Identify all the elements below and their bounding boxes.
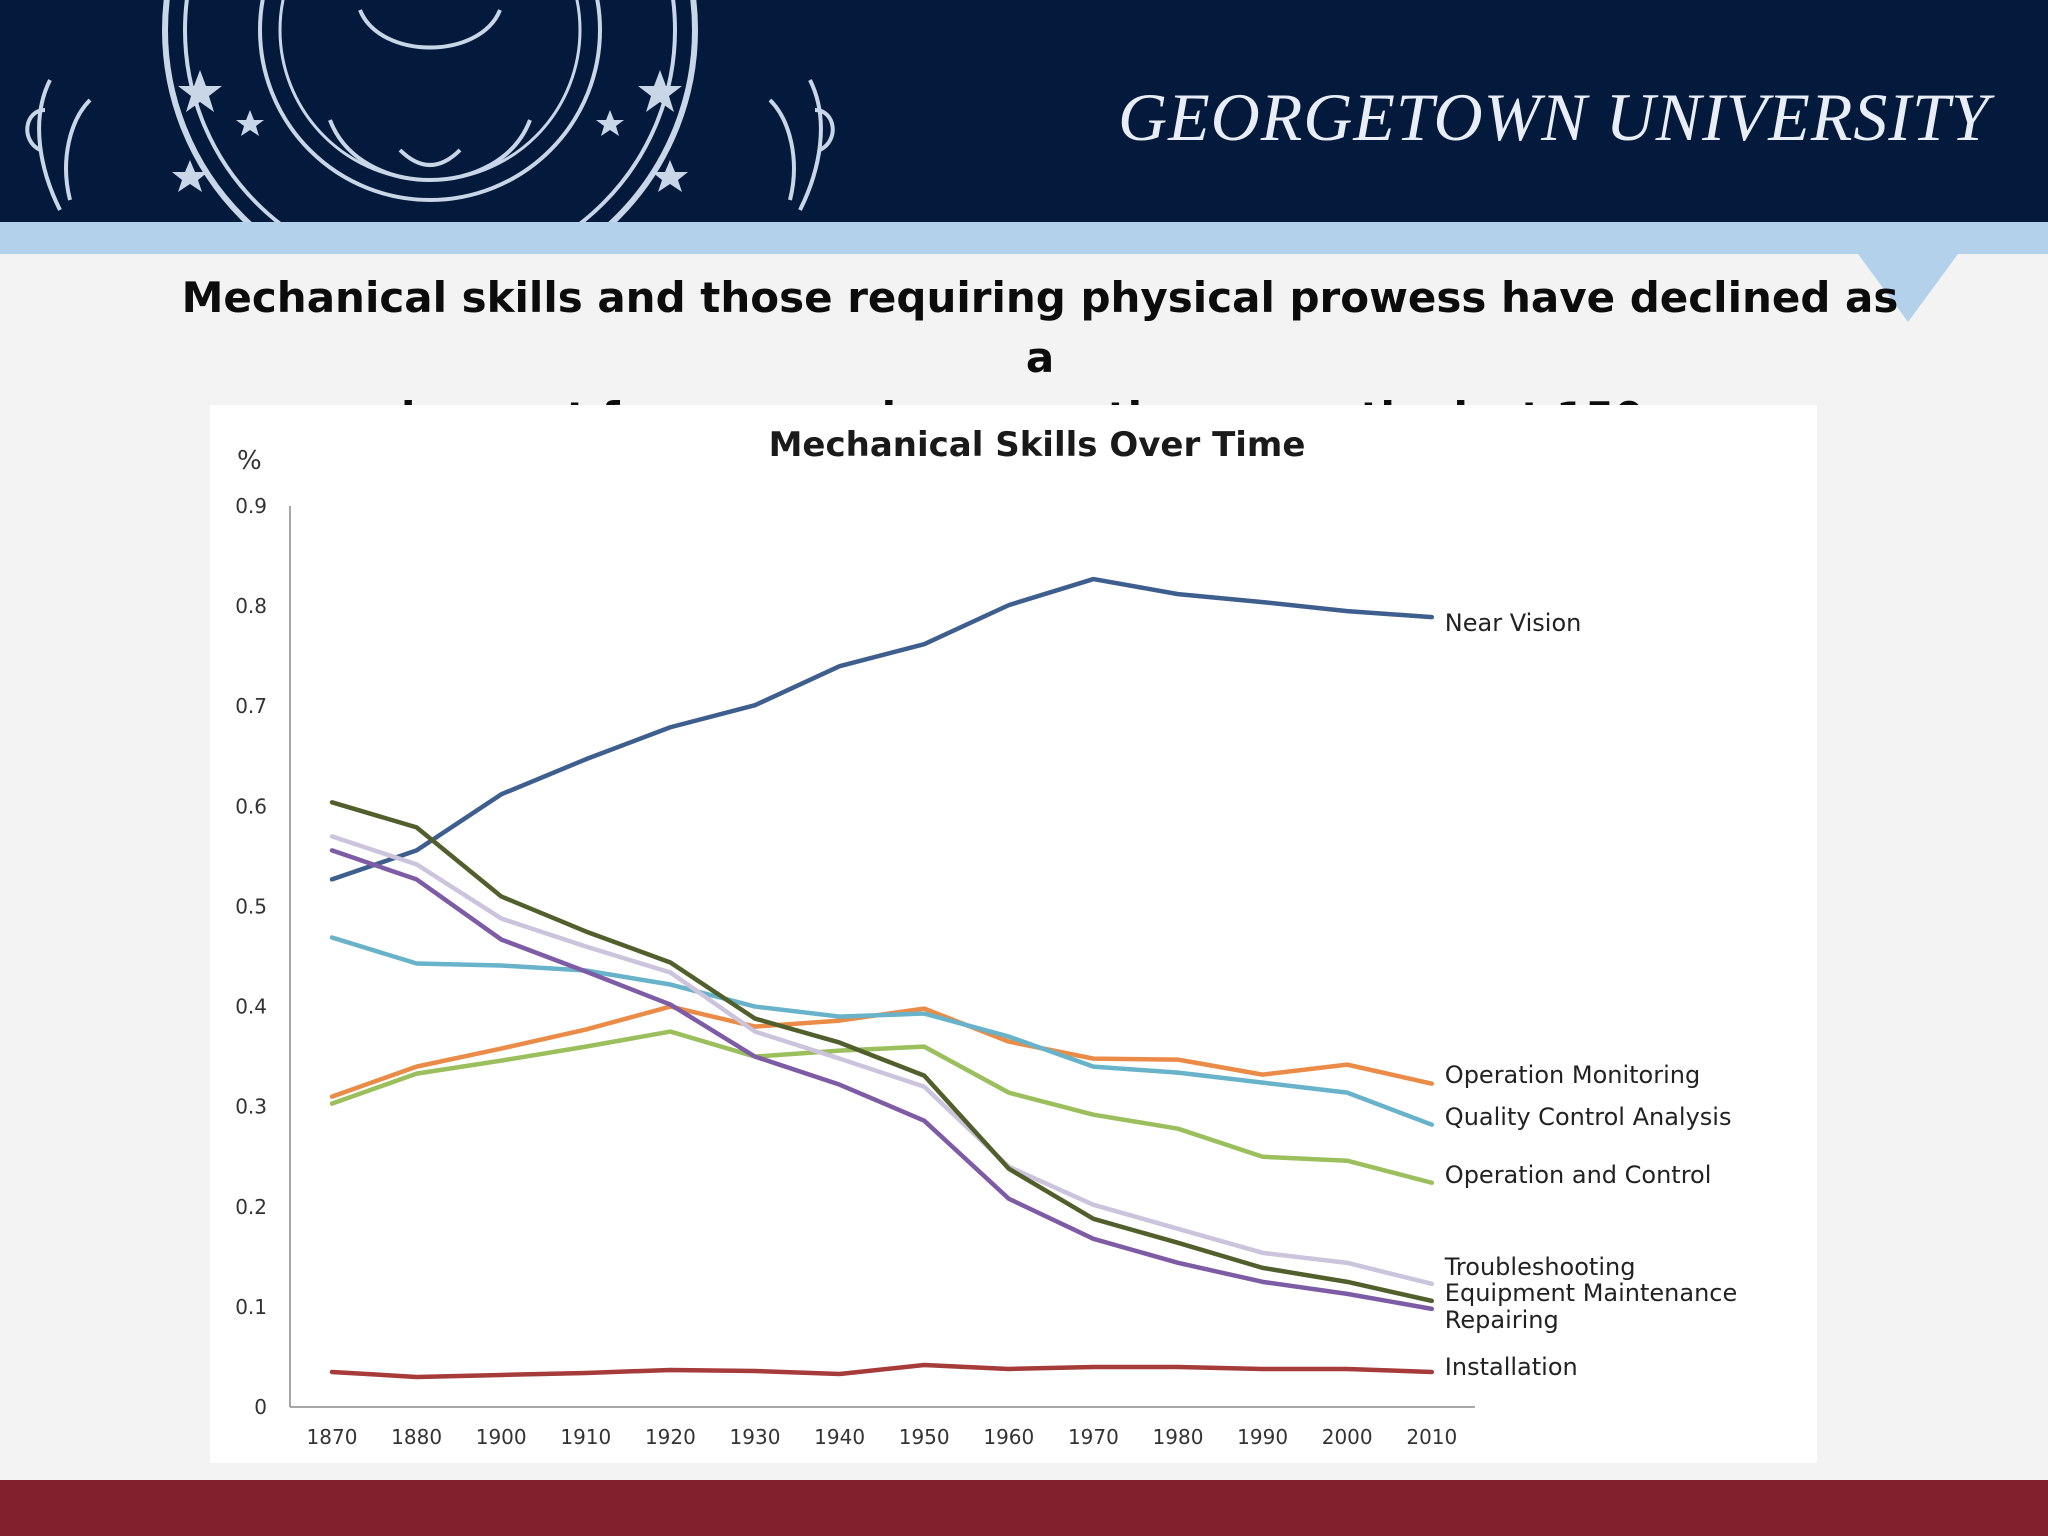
footer-bar [0, 1480, 2048, 1536]
series-line-repairing [329, 848, 1435, 1312]
chart-panel: Mechanical Skills Over Time % 0 0.1 0.2 0.3… [210, 405, 1817, 1463]
y-tick-label: 0.9 [235, 494, 267, 518]
x-tick-label: 1940 [814, 1425, 865, 1449]
y-tick-label: 0.5 [235, 894, 267, 918]
x-tick-label: 1920 [645, 1425, 696, 1449]
x-tick-label: 2010 [1406, 1425, 1457, 1449]
line-chart: Mechanical Skills Over Time % 0 0.1 0.2 0.3… [235, 425, 1737, 1449]
series-line-equipment-maintenance [329, 800, 1435, 1304]
x-tick-label: 1900 [476, 1425, 527, 1449]
y-tick-label: 0.7 [235, 694, 267, 718]
y-tick-label: 0.3 [235, 1095, 267, 1119]
university-name: GEORGETOWN UNIVERSITY [1118, 79, 1990, 155]
x-tick-label: 1870 [307, 1425, 358, 1449]
y-axis-label: % [237, 446, 262, 476]
series-label-equipment-maintenance: Equipment Maintenance [1445, 1279, 1737, 1307]
y-tick-label: 0.4 [235, 995, 267, 1019]
series-label-near-vision: Near Vision [1445, 609, 1582, 637]
chart-title: Mechanical Skills Over Time [769, 425, 1306, 465]
series-labels: Near Vision Operation Monitoring Quality C… [1444, 609, 1737, 1381]
series-label-installation: Installation [1445, 1353, 1578, 1381]
university-seal-icon [25, 0, 835, 222]
x-tick-label: 1880 [391, 1425, 442, 1449]
y-tick-label: 0.2 [235, 1195, 267, 1219]
series-label-repairing: Repairing [1445, 1306, 1559, 1334]
series-label-operation-monitoring: Operation Monitoring [1445, 1061, 1700, 1089]
headline-line-1: Mechanical skills and those requiring ph… [181, 273, 1899, 382]
series-label-troubleshooting: Troubleshooting [1444, 1253, 1636, 1281]
x-tick-label: 1950 [899, 1425, 950, 1449]
series-line-quality-control-analysis [329, 935, 1435, 1127]
x-tick-labels: 1870 1880 1900 1910 1920 1930 1940 1950 1960 1970… [307, 1425, 1458, 1449]
series-line-troubleshooting [329, 834, 1435, 1287]
x-tick-label: 1980 [1153, 1425, 1204, 1449]
x-tick-label: 1960 [983, 1425, 1034, 1449]
header-banner: GEORGETOWN UNIVERSITY [0, 0, 2048, 222]
y-tick-label: 0.1 [235, 1295, 267, 1319]
header-stripe [0, 222, 2048, 322]
series-label-quality-control-analysis: Quality Control Analysis [1445, 1103, 1732, 1131]
y-tick-labels: 0 0.1 0.2 0.3 0.4 0.5 0.6 0.7 0.8 0.9 [235, 494, 267, 1419]
series-line-near-vision [329, 576, 1435, 882]
series-lines [329, 576, 1435, 1380]
series-line-installation [329, 1362, 1435, 1380]
x-tick-label: 1990 [1237, 1425, 1288, 1449]
x-tick-label: 1910 [560, 1425, 611, 1449]
series-line-operation-and-control [329, 1029, 1435, 1186]
x-tick-label: 2000 [1322, 1425, 1373, 1449]
y-tick-label: 0.6 [235, 794, 267, 818]
series-label-operation-and-control: Operation and Control [1445, 1161, 1712, 1189]
x-tick-label: 1970 [1068, 1425, 1119, 1449]
y-tick-label: 0.8 [235, 594, 267, 618]
stripe-notch [1858, 254, 1958, 322]
chart-axes [289, 506, 1475, 1408]
y-tick-label: 0 [254, 1395, 267, 1419]
x-tick-label: 1930 [730, 1425, 781, 1449]
